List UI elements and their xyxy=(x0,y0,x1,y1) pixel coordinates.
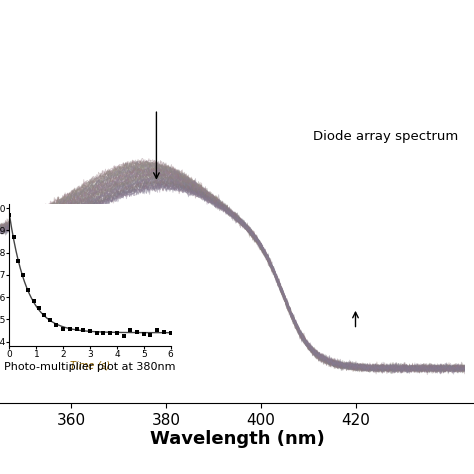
X-axis label: Wavelength (nm): Wavelength (nm) xyxy=(150,430,324,448)
X-axis label: Time (s): Time (s) xyxy=(70,361,110,371)
Text: Photo-multiplier plot at 380nm: Photo-multiplier plot at 380nm xyxy=(4,362,176,372)
Text: Diode array spectrum: Diode array spectrum xyxy=(313,130,458,143)
